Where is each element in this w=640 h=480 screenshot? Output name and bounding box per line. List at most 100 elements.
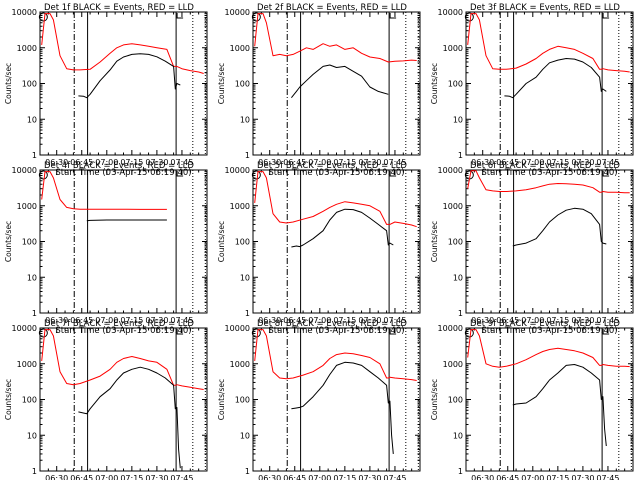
y-tick-label: 10000 — [225, 324, 250, 333]
end-marker-symbol — [176, 171, 184, 177]
panel-title: Det 5f BLACK = Events, RED = LLD — [257, 161, 407, 171]
y-tick-label: 10000 — [12, 324, 37, 333]
x-tick-label: 06:45 — [283, 158, 306, 167]
panel-det-9: Det 9f BLACK = Events, RED = LLD 1 10 100 10… — [430, 319, 634, 480]
series-events — [512, 207, 607, 247]
series-lld — [467, 329, 630, 368]
y-tick-label: 10 — [240, 115, 250, 124]
y-tick-label: 10 — [27, 115, 37, 124]
y-tick-label: 1000 — [443, 360, 463, 369]
x-tick-label: 06:45 — [70, 474, 93, 480]
plot-frame — [39, 327, 208, 472]
y-axis-title: Counts/sec — [430, 221, 439, 262]
plot-frame — [39, 11, 208, 156]
x-tick-label: 07:45 — [170, 474, 193, 480]
y-tick-label: 1 — [245, 309, 250, 318]
panel-det-4: Det 4f BLACK = Events, RED = LLD 1 10 100 10… — [4, 161, 208, 336]
x-tick-label: 07:45 — [170, 316, 193, 325]
series-events — [291, 208, 394, 248]
x-axis-title: Start Time (03-Apr-15 06:19:40) — [268, 326, 404, 336]
plot-frame — [252, 169, 421, 314]
panel-title: Det 3f BLACK = Events, RED = LLD — [470, 3, 620, 13]
x-tick-label: 07:30 — [571, 158, 594, 167]
series-lld — [254, 13, 417, 63]
y-tick-label: 1 — [32, 309, 37, 318]
start-marker-symbol — [464, 12, 474, 22]
x-tick-label: 07:00 — [308, 316, 331, 325]
x-axis-title: Start Time (03-Apr-15 06:19:40) — [55, 168, 191, 178]
plot-frame — [465, 169, 634, 314]
x-tick-label: 07:15 — [333, 316, 356, 325]
panel-title: Det 2f BLACK = Events, RED = LLD — [257, 3, 407, 13]
y-axis-title: Counts/sec — [4, 63, 13, 104]
x-tick-label: 07:30 — [358, 474, 381, 480]
series-events — [291, 361, 394, 454]
x-tick-label: 07:15 — [333, 474, 356, 480]
series-events — [78, 366, 181, 469]
y-tick-label: 10 — [240, 273, 250, 282]
panel-det-5: Det 5f BLACK = Events, RED = LLD 1 10 100 10… — [217, 161, 421, 336]
y-tick-label: 100 — [22, 80, 37, 89]
series-events — [512, 364, 607, 447]
x-axis-title: Start Time (03-Apr-15 06:19:40) — [481, 326, 617, 336]
plot-frame — [465, 11, 634, 156]
x-tick-label: 07:00 — [308, 474, 331, 480]
x-tick-label: 06:30 — [258, 474, 281, 480]
end-marker-symbol — [389, 171, 397, 177]
x-tick-label: 06:45 — [496, 474, 519, 480]
x-tick-label: 06:45 — [70, 158, 93, 167]
panel-title: Det 6f BLACK = Events, RED = LLD — [470, 161, 620, 171]
x-tick-label: 06:45 — [283, 316, 306, 325]
y-tick-label: 100 — [448, 80, 463, 89]
series-events — [86, 219, 167, 222]
x-tick-label: 07:30 — [571, 316, 594, 325]
y-tick-label: 100 — [22, 238, 37, 247]
plot-frame — [252, 11, 421, 156]
x-tick-label: 06:30 — [45, 474, 68, 480]
y-axis-title: Counts/sec — [217, 379, 226, 420]
panel-title: Det 4f BLACK = Events, RED = LLD — [44, 161, 194, 171]
x-tick-label: 07:15 — [333, 158, 356, 167]
y-tick-label: 100 — [235, 80, 250, 89]
y-tick-label: 10000 — [12, 8, 37, 17]
y-axis-title: Counts/sec — [430, 63, 439, 104]
panel-title: Det 8f BLACK = Events, RED = LLD — [257, 319, 407, 329]
y-tick-label: 100 — [235, 238, 250, 247]
x-tick-label: 07:30 — [145, 158, 168, 167]
x-tick-label: 07:30 — [358, 158, 381, 167]
end-marker-symbol — [602, 329, 610, 335]
start-marker-symbol — [38, 12, 48, 22]
y-tick-label: 1 — [245, 151, 250, 160]
series-lld — [254, 171, 417, 228]
x-tick-label: 06:30 — [471, 316, 494, 325]
x-axis-title: Start Time (03-Apr-15 06:19:40) — [481, 168, 617, 178]
y-tick-label: 10000 — [12, 166, 37, 175]
panel-title: Det 1f BLACK = Events, RED = LLD — [44, 3, 194, 13]
x-tick-label: 07:45 — [596, 316, 619, 325]
x-tick-label: 07:15 — [120, 158, 143, 167]
panel-title: Det 7f BLACK = Events, RED = LLD — [44, 319, 194, 329]
series-lld — [41, 13, 204, 74]
series-events — [78, 53, 181, 99]
x-tick-label: 06:30 — [45, 158, 68, 167]
end-marker-symbol — [176, 329, 184, 335]
start-marker-symbol — [251, 170, 261, 180]
end-marker-symbol — [602, 13, 610, 19]
x-tick-label: 07:00 — [521, 316, 544, 325]
x-tick-label: 07:30 — [571, 474, 594, 480]
x-tick-label: 07:45 — [383, 316, 406, 325]
start-marker-symbol — [38, 170, 48, 180]
y-tick-label: 1 — [32, 467, 37, 476]
x-tick-label: 07:30 — [145, 316, 168, 325]
y-axis-title: Counts/sec — [430, 379, 439, 420]
y-tick-label: 100 — [448, 396, 463, 405]
series-events — [291, 64, 389, 99]
end-marker-symbol — [602, 171, 610, 177]
x-tick-label: 06:30 — [258, 316, 281, 325]
y-tick-label: 10000 — [438, 324, 463, 333]
x-tick-label: 06:30 — [45, 316, 68, 325]
panel-det-3: Det 3f BLACK = Events, RED = LLD 1 10 100 10… — [430, 3, 634, 178]
x-tick-label: 07:00 — [95, 158, 118, 167]
x-tick-label: 06:30 — [471, 474, 494, 480]
